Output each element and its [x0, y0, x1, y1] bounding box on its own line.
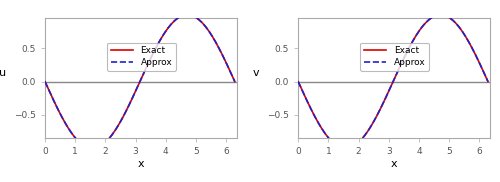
Exact	[198, 21, 204, 23]
Exact	[342, 147, 348, 149]
Exact	[438, 14, 444, 16]
Exact	[42, 80, 48, 83]
Exact	[184, 14, 190, 16]
Approx	[387, 88, 393, 90]
Approx	[198, 21, 204, 23]
Approx	[408, 42, 414, 44]
Approx	[145, 63, 151, 65]
Approx	[232, 80, 238, 83]
Approx	[184, 14, 190, 16]
Exact	[481, 72, 487, 74]
Legend: Exact, Approx: Exact, Approx	[360, 43, 429, 71]
Approx	[295, 80, 301, 83]
Approx	[134, 88, 140, 90]
Exact	[485, 80, 491, 83]
Y-axis label: u: u	[0, 68, 6, 78]
Approx	[156, 42, 162, 44]
Legend: Exact, Approx: Exact, Approx	[107, 43, 176, 71]
Exact	[90, 147, 96, 149]
Exact	[132, 90, 138, 92]
Approx	[90, 147, 96, 149]
Exact	[387, 88, 393, 90]
Exact	[452, 21, 458, 23]
Exact	[398, 63, 404, 65]
X-axis label: x: x	[391, 159, 398, 169]
Exact	[386, 90, 392, 92]
Exact	[156, 42, 162, 44]
Approx	[481, 72, 487, 74]
Exact	[408, 42, 414, 44]
Approx	[342, 147, 348, 149]
Approx	[398, 63, 404, 65]
Line: Exact: Exact	[298, 15, 488, 148]
Approx	[485, 80, 491, 83]
Y-axis label: v: v	[253, 68, 260, 78]
Line: Exact: Exact	[45, 15, 235, 148]
Line: Approx: Approx	[298, 15, 488, 148]
Approx	[386, 90, 392, 92]
Exact	[228, 72, 234, 74]
Approx	[132, 90, 138, 92]
Exact	[134, 88, 140, 90]
Line: Approx: Approx	[45, 15, 235, 148]
X-axis label: x: x	[138, 159, 144, 169]
Exact	[295, 80, 301, 83]
Approx	[42, 80, 48, 83]
Exact	[232, 80, 238, 83]
Approx	[228, 72, 234, 74]
Approx	[438, 14, 444, 16]
Exact	[145, 63, 151, 65]
Approx	[452, 21, 458, 23]
